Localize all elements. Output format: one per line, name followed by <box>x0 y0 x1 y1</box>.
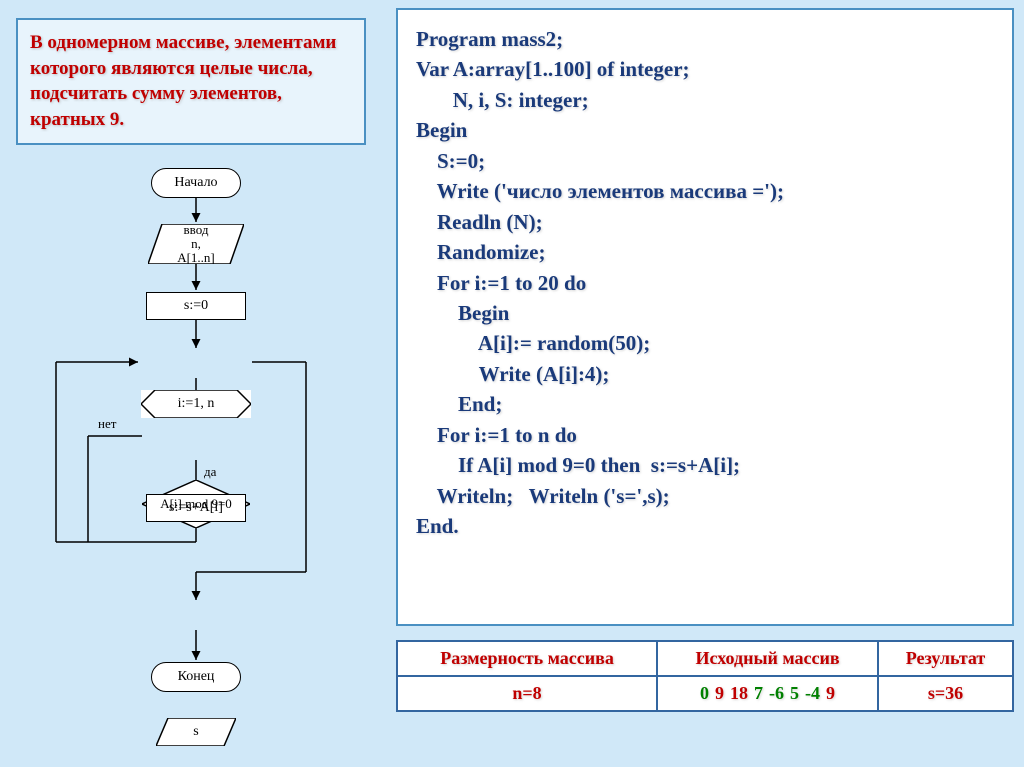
code-line: Randomize; <box>416 237 994 267</box>
problem-statement: В одномерном массиве, элементами которог… <box>16 18 366 145</box>
array-value: -6 <box>769 683 784 703</box>
table-header-array: Исходный массив <box>657 641 878 676</box>
code-line: End. <box>416 511 994 541</box>
code-line: Write (A[i]:4); <box>416 359 994 389</box>
code-line: Var A:array[1..100] of integer; <box>416 54 994 84</box>
table-header-dim: Размерность массива <box>397 641 657 676</box>
table-n: n=8 <box>397 676 657 711</box>
problem-text: В одномерном массиве, элементами которог… <box>30 32 336 130</box>
array-value: -4 <box>805 683 820 703</box>
code-line: Begin <box>416 115 994 145</box>
array-value: 18 <box>730 683 748 703</box>
code-line: Begin <box>416 298 994 328</box>
flow-no-label: нет <box>98 416 116 432</box>
flow-end: Конец <box>151 662 241 692</box>
flow-input-label: ввод n, A[1..n] <box>177 223 215 266</box>
code-line: If A[i] mod 9=0 then s:=s+A[i]; <box>416 450 994 480</box>
flow-end-label: Конец <box>178 669 215 685</box>
code-line: Writeln; Writeln ('s=',s); <box>416 481 994 511</box>
array-value: 9 <box>826 683 835 703</box>
code-line: Program mass2; <box>416 24 994 54</box>
flow-loop-label: i:=1, n <box>178 396 215 412</box>
flow-condition-label: A[i] mod 9=0 <box>160 497 232 511</box>
flow-yes-label: да <box>204 464 216 480</box>
code-line: For i:=1 to 20 do <box>416 268 994 298</box>
table-header-result: Результат <box>878 641 1013 676</box>
flow-start: Начало <box>151 168 241 198</box>
flow-output: s <box>156 718 236 746</box>
code-line: For i:=1 to n do <box>416 420 994 450</box>
code-line: N, i, S: integer; <box>416 85 994 115</box>
results-table: Размерность массива Исходный массив Резу… <box>396 640 1014 712</box>
code-line: A[i]:= random(50); <box>416 328 994 358</box>
code-panel: Program mass2;Var A:array[1..100] of int… <box>396 8 1014 626</box>
flow-init: s:=0 <box>146 292 246 320</box>
array-value: 9 <box>715 683 724 703</box>
code-line: S:=0; <box>416 146 994 176</box>
flowchart: Начало ввод n, A[1..n] s:=0 i:=1, n A[i]… <box>16 160 376 760</box>
table-result: s=36 <box>878 676 1013 711</box>
flow-init-label: s:=0 <box>184 298 208 314</box>
table-array: 09187-65-49 <box>657 676 878 711</box>
code-line: End; <box>416 389 994 419</box>
array-value: 7 <box>754 683 763 703</box>
array-value: 5 <box>790 683 799 703</box>
flow-input: ввод n, A[1..n] <box>148 224 244 264</box>
code-line: Write ('число элементов массива ='); <box>416 176 994 206</box>
flow-loop: i:=1, n <box>141 390 251 418</box>
flow-output-label: s <box>193 724 198 740</box>
code-line: Readln (N); <box>416 207 994 237</box>
array-value: 0 <box>700 683 709 703</box>
flow-start-label: Начало <box>174 175 217 191</box>
